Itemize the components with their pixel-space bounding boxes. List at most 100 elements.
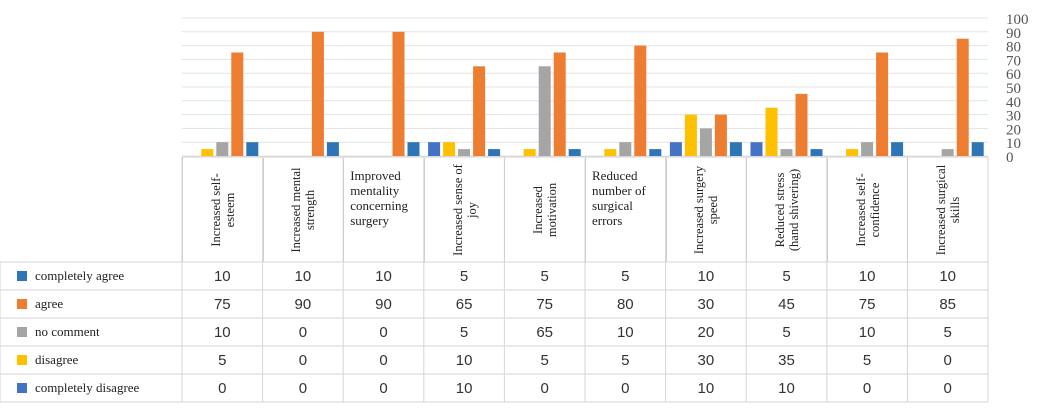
bar bbox=[699, 128, 712, 156]
y-tick-label: 50 bbox=[1006, 81, 1021, 97]
x-tick-label: Increased surgery speed bbox=[665, 158, 747, 262]
data-label: 5 bbox=[459, 323, 469, 341]
x-tick-label: Improved mentality concerning surgery bbox=[343, 158, 424, 262]
x-tick-label: Increased self-esteem bbox=[182, 158, 263, 262]
data-label: 90 bbox=[294, 295, 312, 313]
legend-label: no comment bbox=[35, 324, 100, 339]
legend-label: completely disagree bbox=[35, 380, 140, 395]
data-label: 0 bbox=[621, 379, 630, 397]
bar bbox=[216, 142, 229, 156]
data-label: 0 bbox=[298, 379, 308, 397]
data-label: 75 bbox=[213, 295, 231, 313]
bar bbox=[861, 142, 874, 156]
data-label: 30 bbox=[697, 351, 715, 369]
y-tick-label: 30 bbox=[1006, 109, 1021, 125]
y-tick-label: 90 bbox=[1006, 26, 1021, 42]
data-label: 80 bbox=[616, 295, 634, 313]
bar bbox=[201, 149, 214, 156]
data-label: 5 bbox=[621, 267, 630, 285]
data-label: 90 bbox=[375, 295, 392, 313]
bar bbox=[428, 142, 441, 156]
y-tick-label: 80 bbox=[1006, 40, 1021, 56]
data-label: 0 bbox=[862, 379, 872, 397]
data-label: 65 bbox=[455, 295, 473, 313]
data-label: 30 bbox=[697, 295, 715, 313]
bar bbox=[523, 149, 536, 156]
bar bbox=[443, 142, 456, 156]
x-tick-label-text: Improved mentality concerning surgery bbox=[350, 168, 408, 228]
data-label: 0 bbox=[540, 379, 549, 397]
x-tick-label: Increased self-confidence bbox=[826, 158, 908, 262]
data-label: 10 bbox=[455, 351, 473, 369]
legend-entry: disagree bbox=[0, 347, 180, 373]
data-label: 10 bbox=[697, 267, 715, 285]
legend-entry: agree bbox=[0, 291, 180, 317]
bar bbox=[553, 52, 566, 156]
data-label: 85 bbox=[939, 295, 957, 313]
bar bbox=[714, 114, 727, 156]
legend-entry: completely disagree bbox=[0, 375, 180, 401]
bar bbox=[750, 142, 763, 156]
bar bbox=[604, 149, 617, 156]
bar bbox=[619, 142, 632, 156]
y-tick-label: 70 bbox=[1006, 53, 1021, 69]
bar bbox=[765, 107, 778, 156]
data-label: 5 bbox=[540, 351, 549, 369]
data-label: 0 bbox=[379, 379, 388, 397]
data-label: 0 bbox=[943, 379, 952, 397]
x-tick-label-text: Increased mental strength bbox=[289, 167, 318, 253]
bar bbox=[941, 149, 954, 156]
data-label: 75 bbox=[536, 295, 554, 313]
data-label: 20 bbox=[697, 323, 715, 341]
bar bbox=[971, 142, 984, 156]
y-tick-label: 20 bbox=[1006, 122, 1021, 138]
data-label: 5 bbox=[862, 351, 872, 369]
x-tick-label: Reduced stress (hand shivering) bbox=[746, 158, 827, 262]
data-label: 10 bbox=[858, 323, 876, 341]
y-tick-label: 10 bbox=[1006, 136, 1021, 152]
legend-swatch bbox=[17, 383, 27, 393]
bar bbox=[326, 142, 339, 156]
y-tick-label: 0 bbox=[1006, 150, 1014, 166]
data-label: 5 bbox=[943, 323, 952, 341]
x-tick-label-text: Increased surgical skills bbox=[934, 164, 963, 256]
x-tick-label-text: Increased surgery speed bbox=[692, 165, 721, 255]
bar bbox=[311, 31, 324, 156]
data-label: 75 bbox=[858, 295, 876, 313]
data-label: 65 bbox=[536, 323, 554, 341]
x-tick-label-text: Reduced number of surgical errors bbox=[592, 168, 646, 228]
x-tick-label: Reduced number of surgical errors bbox=[585, 158, 666, 262]
data-label: 5 bbox=[218, 351, 227, 369]
x-tick-label: Increased surgical skills bbox=[907, 158, 988, 262]
data-label: 0 bbox=[943, 351, 952, 369]
data-label: 10 bbox=[455, 379, 473, 397]
data-label: 5 bbox=[459, 267, 469, 285]
bar bbox=[649, 149, 662, 156]
x-tick-label-text: Increased motivation bbox=[531, 182, 560, 238]
y-tick-label: 100 bbox=[1006, 12, 1029, 28]
legend-label: agree bbox=[35, 296, 64, 311]
y-tick-label: 60 bbox=[1006, 67, 1021, 83]
data-label: 5 bbox=[540, 267, 549, 285]
legend-swatch bbox=[17, 271, 27, 281]
bar bbox=[729, 142, 742, 156]
data-label: 5 bbox=[621, 351, 630, 369]
data-label: 10 bbox=[294, 267, 312, 285]
data-label: 5 bbox=[782, 323, 791, 341]
data-label: 0 bbox=[379, 323, 388, 341]
bar bbox=[956, 38, 969, 157]
data-label: 10 bbox=[375, 267, 392, 285]
legend-entry: no comment bbox=[0, 319, 180, 345]
legend-swatch bbox=[17, 355, 27, 365]
bar bbox=[795, 93, 808, 156]
data-label: 10 bbox=[778, 379, 795, 397]
data-label: 0 bbox=[298, 351, 308, 369]
legend-swatch bbox=[17, 327, 27, 337]
bar bbox=[876, 52, 889, 156]
data-label: 45 bbox=[778, 295, 795, 313]
bar bbox=[392, 31, 405, 156]
x-tick-label-text: Increased self-confidence bbox=[853, 173, 882, 247]
bar bbox=[231, 52, 244, 156]
bar bbox=[634, 45, 647, 156]
data-label: 10 bbox=[213, 323, 231, 341]
